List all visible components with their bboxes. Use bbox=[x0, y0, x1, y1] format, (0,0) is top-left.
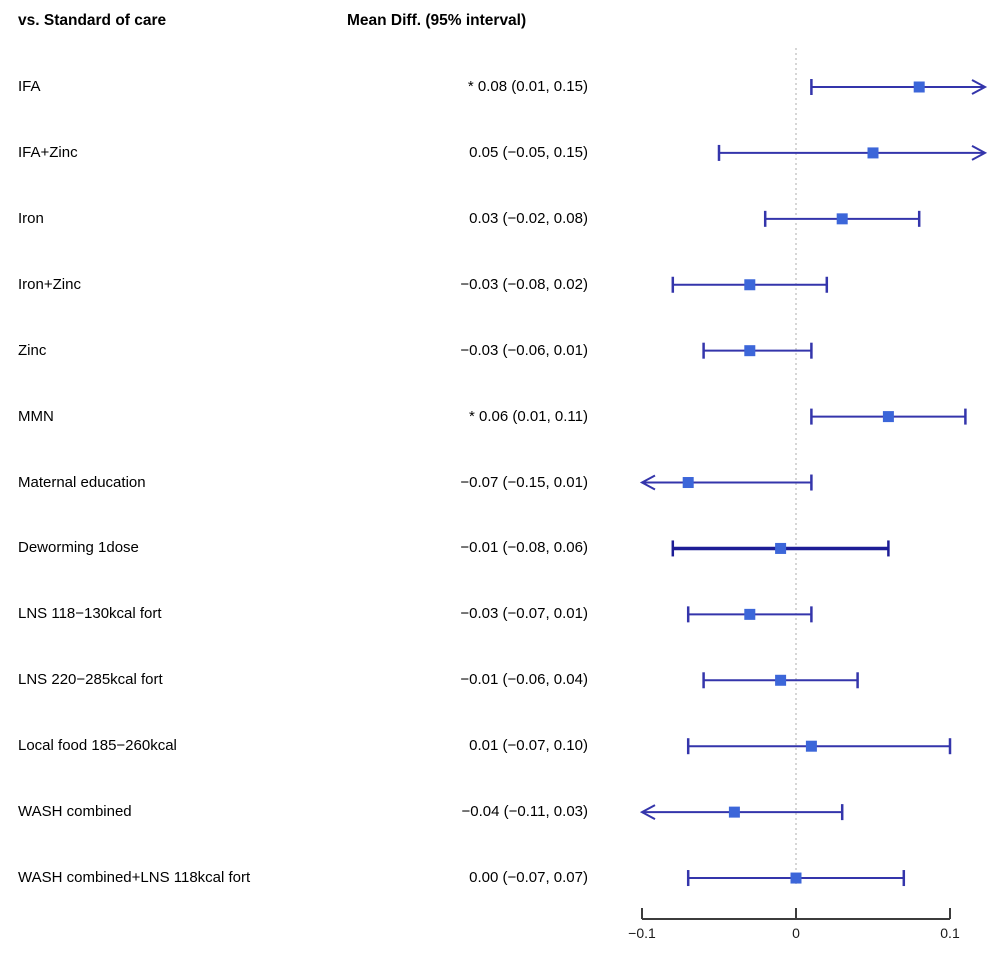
point-estimate-marker bbox=[744, 345, 756, 357]
mean-diff-value: −0.03 (−0.06, 0.01) bbox=[460, 341, 588, 359]
point-estimate-marker bbox=[836, 213, 848, 225]
mean-diff-value: * 0.08 (0.01, 0.15) bbox=[467, 78, 588, 95]
point-estimate-marker bbox=[775, 674, 787, 686]
treatment-label: WASH combined bbox=[18, 803, 132, 821]
mean-diff-value: −0.03 (−0.07, 0.01) bbox=[460, 605, 588, 623]
treatment-label: Local food 185−260kcal bbox=[18, 737, 177, 755]
right-clip-arrow bbox=[971, 79, 988, 95]
point-estimate-marker bbox=[682, 477, 694, 489]
x-tick-label: 0 bbox=[792, 925, 800, 941]
point-estimate-marker bbox=[744, 608, 756, 620]
x-tick-label: −0.1 bbox=[628, 925, 656, 941]
point-estimate-marker bbox=[805, 740, 817, 752]
treatment-label: Iron+Zinc bbox=[18, 275, 81, 293]
comparator-column-header: vs. Standard of care bbox=[18, 12, 167, 29]
x-tick-label: 0.1 bbox=[940, 925, 960, 941]
point-estimate-marker bbox=[882, 411, 894, 423]
right-clip-arrow bbox=[971, 145, 988, 161]
point-estimate-marker bbox=[913, 81, 925, 93]
point-estimate-marker bbox=[775, 542, 787, 554]
estimate-column-header: Mean Diff. (95% interval) bbox=[347, 12, 527, 29]
treatment-label: LNS 220−285kcal fort bbox=[18, 671, 163, 689]
mean-diff-value: 0.01 (−0.07, 0.10) bbox=[469, 737, 588, 755]
mean-diff-value: −0.01 (−0.08, 0.06) bbox=[460, 539, 588, 557]
treatment-label: Maternal education bbox=[18, 473, 146, 491]
treatment-label: Zinc bbox=[18, 341, 47, 359]
treatment-label: WASH combined+LNS 118kcal fort bbox=[18, 869, 251, 887]
point-estimate-marker bbox=[867, 147, 879, 159]
mean-diff-value: * 0.06 (0.01, 0.11) bbox=[469, 407, 588, 425]
mean-diff-value: −0.04 (−0.11, 0.03) bbox=[461, 803, 588, 821]
treatment-label: IFA bbox=[18, 78, 41, 95]
point-estimate-marker bbox=[790, 872, 802, 884]
mean-diff-value: 0.05 (−0.05, 0.15) bbox=[469, 143, 588, 161]
treatment-label: MMN bbox=[18, 407, 54, 425]
mean-diff-value: 0.00 (−0.07, 0.07) bbox=[469, 869, 588, 887]
mean-diff-value: 0.03 (−0.02, 0.08) bbox=[469, 209, 588, 227]
left-clip-arrow bbox=[639, 804, 656, 821]
treatment-label: IFA+Zinc bbox=[18, 143, 78, 161]
treatment-label: Deworming 1dose bbox=[18, 539, 139, 557]
mean-diff-value: −0.01 (−0.06, 0.04) bbox=[460, 671, 588, 689]
left-clip-arrow bbox=[639, 474, 656, 491]
point-estimate-marker bbox=[744, 279, 756, 291]
point-estimate-marker bbox=[728, 806, 740, 818]
treatment-label: Iron bbox=[18, 209, 44, 227]
mean-diff-value: −0.07 (−0.15, 0.01) bbox=[460, 473, 588, 491]
treatment-label: LNS 118−130kcal fort bbox=[18, 605, 162, 623]
mean-diff-value: −0.03 (−0.08, 0.02) bbox=[460, 275, 588, 293]
